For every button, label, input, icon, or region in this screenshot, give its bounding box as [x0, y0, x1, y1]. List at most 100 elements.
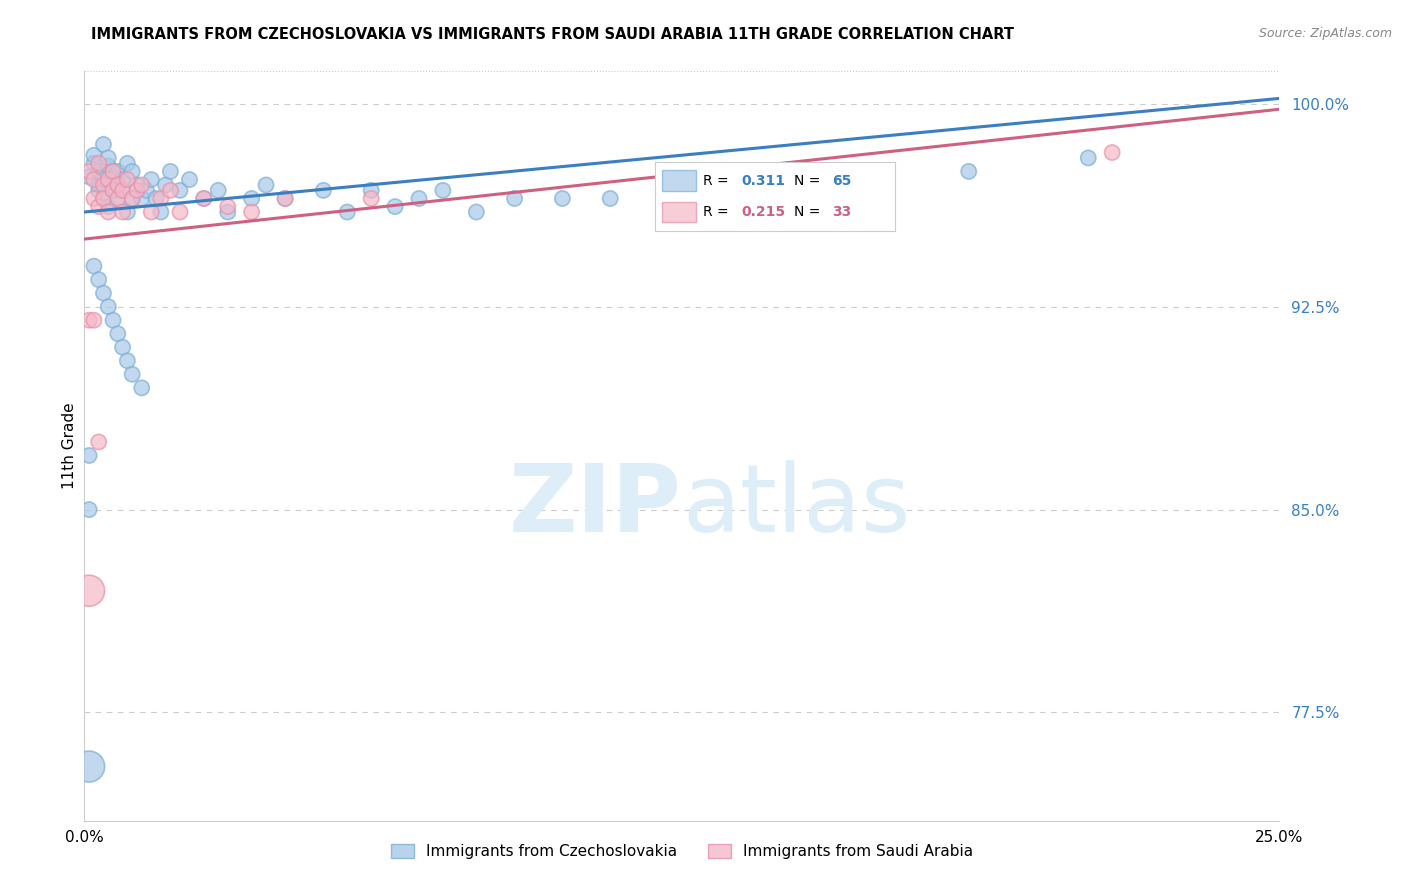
Point — [121, 368, 143, 382]
Point — [503, 192, 526, 206]
Point — [274, 192, 297, 206]
Point — [83, 259, 105, 273]
Text: 33: 33 — [832, 205, 852, 219]
Point — [360, 192, 382, 206]
Point — [93, 178, 115, 192]
Point — [97, 172, 120, 186]
Point — [101, 164, 124, 178]
Point — [274, 192, 297, 206]
Point — [465, 205, 488, 219]
Point — [83, 148, 105, 162]
Text: R =: R = — [703, 174, 733, 187]
Point — [77, 502, 100, 516]
Point — [97, 205, 120, 219]
Point — [111, 205, 134, 219]
Point — [384, 200, 406, 214]
Point — [117, 156, 139, 170]
Point — [83, 313, 105, 327]
Point — [93, 192, 115, 206]
Point — [77, 313, 100, 327]
Point — [336, 205, 359, 219]
Point — [107, 192, 129, 206]
Point — [117, 353, 139, 368]
Point — [131, 178, 153, 192]
Point — [141, 172, 163, 186]
Point — [101, 164, 124, 178]
Text: 65: 65 — [832, 174, 852, 187]
Point — [93, 192, 115, 206]
Point — [97, 300, 120, 314]
Point — [169, 205, 191, 219]
Point — [551, 192, 574, 206]
Point — [87, 183, 110, 197]
Point — [240, 205, 263, 219]
Text: N =: N = — [794, 205, 825, 219]
Point — [93, 286, 115, 301]
Point — [93, 172, 115, 186]
Point — [97, 200, 120, 214]
Point — [179, 172, 201, 186]
Point — [101, 183, 124, 197]
Point — [93, 137, 115, 152]
Point — [121, 192, 143, 206]
Text: 0.311: 0.311 — [741, 174, 786, 187]
Point — [957, 164, 980, 178]
Point — [145, 192, 167, 206]
Point — [87, 273, 110, 287]
Text: atlas: atlas — [682, 460, 910, 552]
Point — [107, 178, 129, 192]
Point — [312, 183, 335, 197]
Point — [87, 434, 110, 449]
Point — [131, 381, 153, 395]
Point — [77, 164, 100, 178]
Point — [101, 313, 124, 327]
Text: N =: N = — [794, 174, 825, 187]
Point — [131, 192, 153, 206]
Point — [125, 178, 148, 192]
Point — [77, 759, 100, 773]
Text: Source: ZipAtlas.com: Source: ZipAtlas.com — [1258, 27, 1392, 40]
Point — [207, 183, 229, 197]
Point — [87, 178, 110, 192]
Point — [107, 178, 129, 192]
Point — [87, 200, 110, 214]
Text: 0.215: 0.215 — [741, 205, 786, 219]
Point — [193, 192, 215, 206]
Point — [125, 183, 148, 197]
Point — [107, 164, 129, 178]
Point — [111, 340, 134, 354]
Point — [77, 583, 100, 598]
Point — [87, 164, 110, 178]
Point — [159, 164, 181, 178]
Point — [83, 192, 105, 206]
Point — [97, 151, 120, 165]
Point — [111, 183, 134, 197]
Point — [121, 192, 143, 206]
Point — [159, 183, 181, 197]
Point — [240, 192, 263, 206]
Point — [1077, 151, 1099, 165]
Point — [107, 192, 129, 206]
Point — [83, 156, 105, 170]
Point — [360, 183, 382, 197]
Point — [107, 326, 129, 341]
Text: R =: R = — [703, 205, 733, 219]
Point — [111, 183, 134, 197]
Point — [121, 164, 143, 178]
Point — [77, 169, 100, 184]
Point — [155, 178, 177, 192]
Bar — [662, 170, 696, 191]
Y-axis label: 11th Grade: 11th Grade — [62, 402, 77, 490]
Point — [254, 178, 277, 192]
Point — [117, 172, 139, 186]
Point — [169, 183, 191, 197]
Point — [1101, 145, 1123, 160]
Point — [135, 183, 157, 197]
Point — [97, 159, 120, 173]
Point — [117, 205, 139, 219]
Point — [408, 192, 430, 206]
Point — [193, 192, 215, 206]
Point — [77, 449, 100, 463]
Point — [149, 205, 172, 219]
Text: ZIP: ZIP — [509, 460, 682, 552]
